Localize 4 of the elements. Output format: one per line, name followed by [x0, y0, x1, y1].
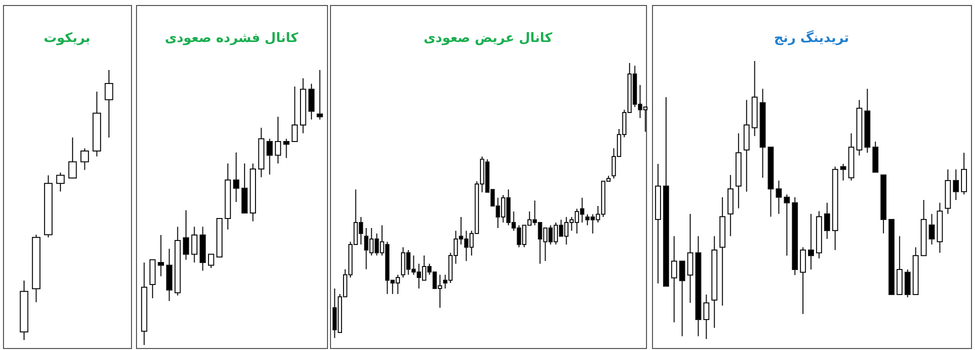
chart-title: تریدینگ رنج	[774, 30, 850, 46]
chart-title: بریکوت	[44, 31, 90, 46]
chart-title: کانال عریض صعودی	[424, 31, 553, 46]
chart-title: کانال فشرده صعودی	[164, 31, 299, 46]
